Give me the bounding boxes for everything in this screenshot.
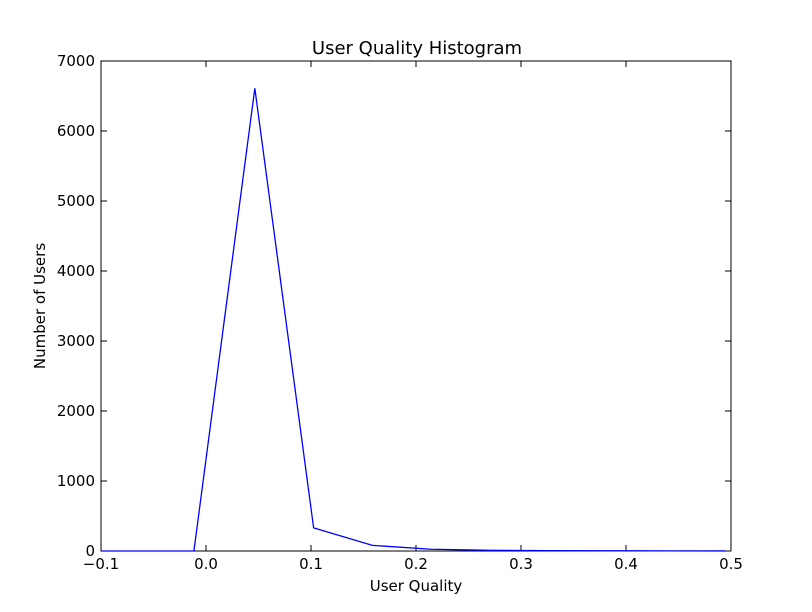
x-tick-label: 0.4 — [614, 555, 638, 573]
y-axis-label: Number of Users — [31, 243, 49, 369]
series-line — [101, 88, 726, 552]
x-tick-label: 0.5 — [719, 555, 743, 573]
y-tick-label: 7000 — [57, 52, 95, 70]
x-tick-label: 0.0 — [194, 555, 218, 573]
x-tick-label: 0.3 — [509, 555, 533, 573]
x-tick-labels: −0.1 0.0 0.1 0.2 0.3 0.4 0.5 — [83, 555, 743, 573]
y-tick-label: 2000 — [57, 402, 95, 420]
y-tick-label: 4000 — [57, 262, 95, 280]
chart-title: User Quality Histogram — [312, 38, 522, 59]
x-tick-label: 0.2 — [404, 555, 428, 573]
y-tick-label: 0 — [85, 542, 95, 560]
x-axis-label: User Quality — [370, 577, 463, 595]
y-tick-label: 6000 — [57, 122, 95, 140]
y-tick-label: 5000 — [57, 192, 95, 210]
x-tick-label: 0.1 — [299, 555, 323, 573]
x-tick-label: −0.1 — [83, 555, 119, 573]
y-tick-label: 3000 — [57, 332, 95, 350]
y-tick-labels: 0 1000 2000 3000 4000 5000 6000 7000 — [57, 52, 95, 560]
axis-ticks — [100, 60, 732, 552]
y-tick-label: 1000 — [57, 472, 95, 490]
plot-area — [100, 60, 732, 552]
